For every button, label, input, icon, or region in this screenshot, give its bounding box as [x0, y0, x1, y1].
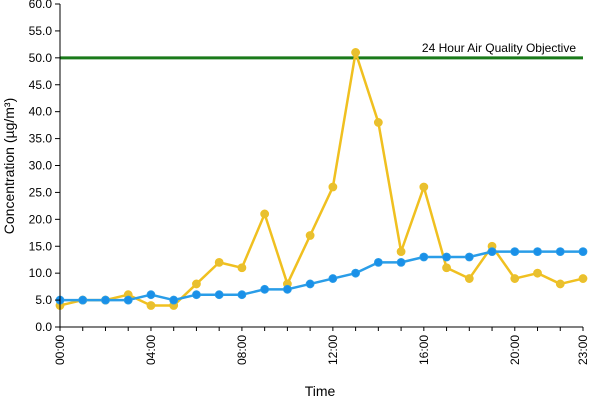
data-point [237, 290, 247, 300]
data-point [214, 290, 224, 300]
data-point [328, 182, 338, 192]
x-tick-label: 16:00 [417, 335, 431, 365]
y-tick-label: 35.0 [29, 132, 53, 146]
data-point [260, 284, 270, 294]
x-axis-title: Time [305, 383, 336, 399]
data-point [146, 290, 156, 300]
data-point [192, 279, 201, 289]
data-point [555, 279, 565, 289]
data-point [123, 295, 133, 305]
series-line [60, 250, 583, 302]
data-point [510, 247, 520, 257]
y-tick-label: 60.0 [29, 0, 53, 11]
data-point [78, 295, 88, 305]
data-point [373, 257, 383, 267]
x-tick-label: 00:00 [53, 335, 67, 365]
data-point [442, 252, 451, 262]
data-point [101, 295, 110, 305]
y-tick-label: 45.0 [29, 78, 53, 92]
y-tick-label: 15.0 [29, 239, 53, 253]
data-point [282, 284, 292, 294]
y-tick-label: 25.0 [29, 185, 53, 199]
data-point [578, 274, 588, 283]
series-1 [55, 48, 588, 310]
y-tick-label: 55.0 [29, 24, 53, 38]
data-point [487, 247, 497, 257]
data-point [419, 252, 429, 262]
data-point [442, 263, 451, 273]
data-point [328, 274, 338, 283]
x-tick-label: 04:00 [144, 335, 158, 365]
data-point [192, 290, 201, 300]
x-tick-label: 20:00 [508, 335, 522, 365]
y-tick-label: 50.0 [29, 51, 53, 65]
data-point [351, 48, 361, 57]
y-tick-label: 40.0 [29, 105, 53, 119]
data-point [533, 268, 542, 278]
plot-area: 24 Hour Air Quality Objective [55, 41, 588, 310]
x-tick-label: 23:00 [576, 335, 590, 365]
y-tick-label: 5.0 [35, 293, 52, 307]
data-point [510, 274, 520, 283]
y-tick-label: 0.0 [35, 320, 52, 334]
data-point [237, 263, 247, 273]
data-point [214, 257, 224, 267]
data-point [373, 118, 383, 127]
data-point [464, 252, 474, 262]
data-point [533, 247, 542, 257]
data-point [464, 274, 474, 283]
data-point [419, 182, 429, 192]
data-point [305, 231, 315, 240]
data-point [555, 247, 565, 257]
y-tick-label: 10.0 [29, 266, 53, 280]
x-tick-label: 08:00 [235, 335, 249, 365]
x-axis: 00:00 04:00 08:00 12:00 16:00 20:00 23:00 [53, 326, 590, 365]
data-point [305, 279, 315, 289]
data-point [351, 268, 361, 278]
y-axis: 0.0 5.0 10.0 15.0 20.0 25.0 30.0 35.0 40.0 45.0 50… [29, 0, 61, 334]
x-tick-label: 12:00 [326, 335, 340, 365]
y-tick-label: 20.0 [29, 212, 53, 226]
data-point [396, 257, 406, 267]
series-line [59, 51, 584, 307]
data-point [260, 209, 270, 219]
series-2 [55, 247, 588, 305]
y-tick-label: 30.0 [29, 159, 53, 173]
data-point [169, 295, 179, 305]
data-point [146, 301, 156, 310]
data-point [396, 247, 406, 257]
data-point [578, 247, 588, 257]
y-axis-title: Concentration (µg/m³) [1, 98, 17, 234]
objective-label: 24 Hour Air Quality Objective [422, 41, 576, 55]
